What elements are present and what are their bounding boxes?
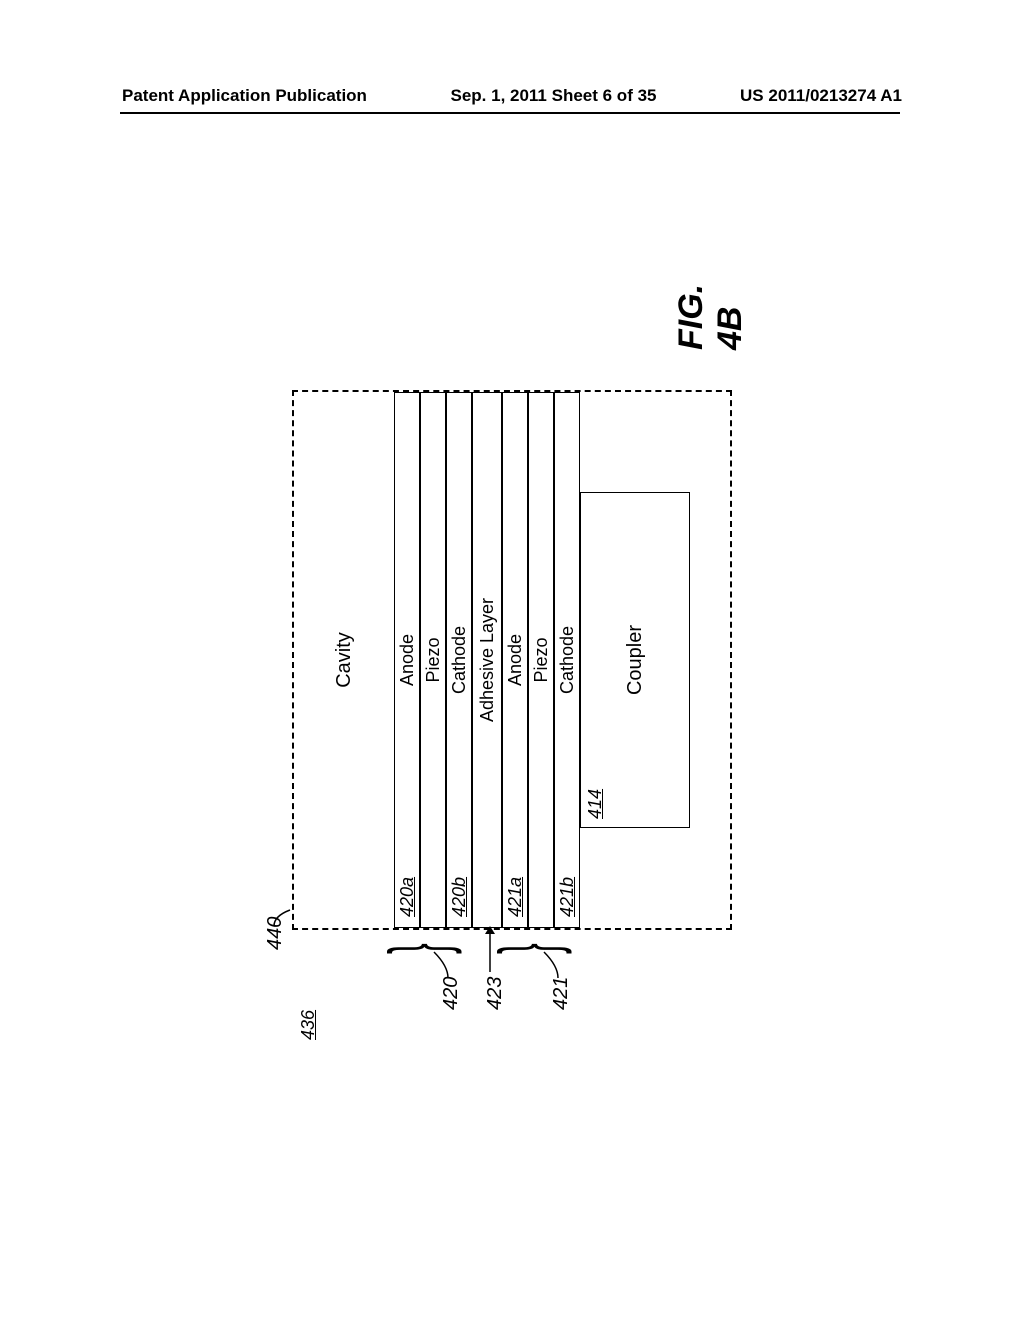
piezo-2-label: Piezo [531, 637, 552, 682]
bottom-gap [690, 392, 730, 928]
leader-440 [272, 898, 294, 928]
cavity-label: Cavity [333, 632, 356, 688]
ref-414: 414 [585, 789, 606, 819]
coupler-row: 414 Coupler [580, 392, 690, 928]
piezo-2: Piezo [528, 392, 554, 928]
piezo-1: Piezo [420, 392, 446, 928]
ref-420a: 420a [397, 877, 418, 917]
ref-421b: 421b [557, 877, 578, 917]
page-header: Patent Application Publication Sep. 1, 2… [0, 86, 1024, 106]
rotated-diagram: 440 436 Cavity 420a Anode Piezo 420b Cat… [292, 270, 732, 1050]
anode-1-label: Anode [397, 634, 418, 686]
ref-423: 423 [484, 977, 507, 1010]
cathode-2: 421b Cathode [554, 392, 580, 928]
cavity-layer: 436 Cavity [294, 392, 394, 928]
ref-436: 436 [298, 1010, 319, 1040]
ref-421: 421 [550, 977, 573, 1010]
ref-420: 420 [440, 977, 463, 1010]
figure-label: FIG. 4B [672, 270, 750, 350]
anode-2-label: Anode [505, 634, 526, 686]
coupler-box: 414 Coupler [580, 492, 690, 828]
header-left: Patent Application Publication [122, 86, 367, 106]
cathode-1: 420b Cathode [446, 392, 472, 928]
ref-421a: 421a [505, 877, 526, 917]
leader-421 [542, 946, 562, 980]
coupler-label: Coupler [624, 625, 647, 695]
anode-2: 421a Anode [502, 392, 528, 928]
diagram-block: 440 436 Cavity 420a Anode Piezo 420b Cat… [292, 270, 732, 1050]
cathode-1-label: Cathode [449, 626, 470, 694]
anode-1: 420a Anode [394, 392, 420, 928]
header-right: US 2011/0213274 A1 [740, 86, 902, 106]
ref-420b: 420b [449, 877, 470, 917]
piezo-1-label: Piezo [423, 637, 444, 682]
adhesive-layer: Adhesive Layer [472, 392, 502, 928]
adhesive-label: Adhesive Layer [477, 598, 498, 722]
cathode-2-label: Cathode [557, 626, 578, 694]
leader-420 [432, 946, 452, 980]
header-rule [120, 112, 900, 114]
dashed-container: 436 Cavity 420a Anode Piezo 420b Cathode… [292, 390, 732, 930]
header-center: Sep. 1, 2011 Sheet 6 of 35 [450, 86, 656, 106]
